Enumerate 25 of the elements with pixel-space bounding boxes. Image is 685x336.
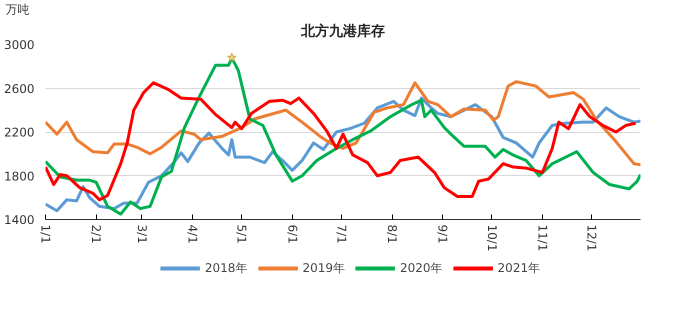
x-tick-label: 8/1 (385, 224, 400, 244)
y-tick-label: 1400 (4, 213, 35, 227)
x-tick-label: 7/1 (334, 224, 348, 244)
line-series (46, 80, 640, 166)
line-series (46, 81, 638, 202)
y-axis-title: 万吨 (6, 2, 30, 16)
legend-label: 2018年 (204, 260, 248, 276)
legend-label: 2021年 (498, 260, 540, 276)
legend-label: 2020年 (400, 260, 443, 276)
x-tick-label: 2/1 (89, 224, 104, 244)
x-tick-label: 9/1 (436, 224, 450, 244)
x-tick-label: 6/1 (285, 224, 300, 244)
chart-title: 北方九港库存 (300, 22, 385, 40)
y-tick-label: 2600 (4, 82, 35, 96)
x-tick-label: 4/1 (186, 224, 200, 244)
x-tick-label: 3/1 (134, 224, 149, 244)
x-tick-label: 11/1 (535, 224, 550, 252)
x-tick-label: 5/1 (234, 224, 249, 244)
x-tick-label: 10/1 (484, 224, 499, 252)
x-tick-label: 1/1 (38, 224, 52, 244)
y-tick-label: 1800 (4, 169, 35, 184)
y-tick-label: 2200 (4, 126, 35, 140)
x-tick-label: 12/1 (584, 224, 598, 252)
y-tick-label: 3000 (4, 38, 35, 52)
legend-label: 2019年 (302, 260, 345, 276)
